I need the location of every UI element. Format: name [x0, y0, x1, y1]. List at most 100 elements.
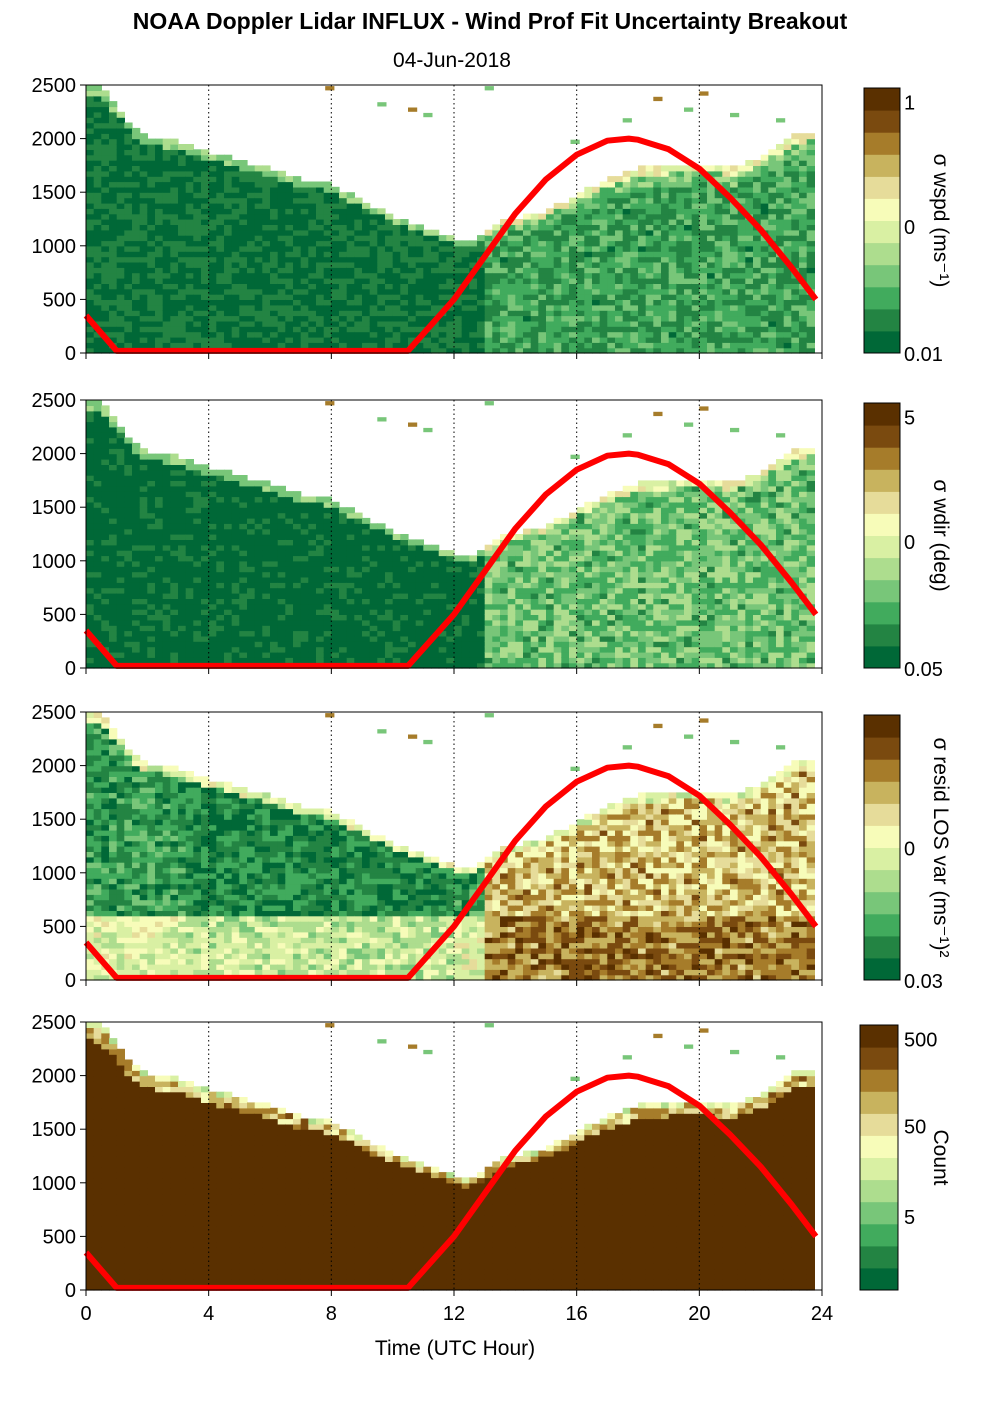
heatmap-cell: [101, 501, 110, 508]
heatmap-cell: [147, 501, 156, 508]
heatmap-cell: [254, 657, 263, 664]
heatmap-cell: [208, 272, 217, 279]
heatmap-cell: [247, 496, 256, 503]
heatmap-cell: [193, 326, 202, 333]
heatmap-cell: [622, 229, 631, 236]
heatmap-cell: [308, 630, 317, 637]
heatmap-cell: [132, 625, 141, 632]
heatmap-cell: [185, 496, 194, 503]
heatmap-cell: [806, 138, 815, 145]
heatmap-cell: [308, 213, 317, 220]
heatmap-cell: [753, 197, 762, 204]
colorbar-segment: [864, 176, 900, 199]
heatmap-cell: [216, 630, 225, 637]
heatmap-cell: [93, 609, 102, 615]
heatmap-cell: [155, 294, 164, 300]
heatmap-cell: [162, 587, 171, 594]
heatmap-cell: [285, 539, 294, 546]
heatmap-cell: [285, 278, 294, 284]
heatmap-cell: [208, 523, 217, 530]
heatmap-cell: [676, 219, 685, 225]
heatmap-cell: [339, 528, 348, 535]
heatmap-cell: [791, 186, 800, 193]
heatmap-cell: [331, 625, 340, 632]
heatmap-cell: [170, 593, 179, 599]
heatmap-cell: [93, 267, 102, 274]
heatmap-cell: [254, 299, 263, 306]
heatmap-cell: [193, 630, 202, 637]
heatmap-cell: [193, 310, 202, 317]
heatmap-cell: [806, 213, 815, 220]
heatmap-cell: [231, 283, 240, 290]
heatmap-cell: [753, 251, 762, 258]
heatmap-cell: [645, 347, 654, 354]
heatmap-cell: [116, 571, 125, 578]
heatmap-cell: [277, 219, 286, 225]
heatmap-cell: [216, 240, 225, 247]
heatmap-cell: [484, 657, 493, 664]
heatmap-cell: [714, 202, 723, 209]
heatmap-cell: [707, 213, 716, 220]
heatmap-cell: [308, 651, 317, 658]
heatmap-cell: [454, 347, 463, 354]
heatmap-cell: [791, 149, 800, 156]
heatmap-cell: [185, 609, 194, 615]
heatmap-cell: [553, 224, 562, 231]
heatmap-cell: [93, 448, 102, 455]
heatmap-cell: [178, 278, 187, 284]
heatmap-cell: [239, 603, 248, 610]
heatmap-cell: [201, 320, 210, 327]
heatmap-cell: [132, 283, 141, 290]
heatmap-cell: [254, 641, 263, 648]
heatmap-cell: [331, 657, 340, 664]
heatmap-cell: [185, 507, 194, 514]
heatmap-cell: [507, 261, 516, 268]
heatmap-cell: [308, 272, 317, 279]
heatmap-cell: [239, 507, 248, 514]
heatmap-cell: [584, 283, 593, 290]
heatmap-cell: [584, 272, 593, 279]
heatmap-cell: [316, 630, 325, 637]
heatmap-cell: [776, 118, 786, 123]
heatmap-cell: [277, 657, 286, 664]
heatmap-cell: [346, 593, 355, 599]
heatmap-cell: [385, 598, 394, 605]
heatmap-cell: [124, 219, 133, 225]
heatmap-cell: [592, 245, 601, 252]
heatmap-cell: [109, 304, 118, 311]
heatmap-cell: [139, 598, 148, 605]
heatmap-cell: [546, 310, 555, 317]
heatmap-cell: [691, 224, 700, 231]
heatmap-cell: [392, 603, 401, 610]
heatmap-cell: [492, 582, 501, 589]
heatmap-cell: [139, 480, 148, 487]
heatmap-cell: [323, 310, 332, 317]
heatmap-cell: [722, 342, 731, 349]
heatmap-cell: [615, 310, 624, 317]
heatmap-cell: [170, 512, 179, 519]
heatmap-cell: [423, 272, 432, 279]
heatmap-cell: [139, 603, 148, 610]
heatmap-cell: [101, 256, 110, 263]
heatmap-cell: [354, 555, 363, 562]
heatmap-cell: [438, 550, 447, 557]
heatmap-cell: [277, 272, 286, 279]
heatmap-cell: [446, 336, 455, 343]
heatmap-cell: [193, 288, 202, 295]
heatmap-cell: [561, 342, 570, 349]
heatmap-cell: [469, 294, 478, 300]
heatmap-cell: [523, 336, 532, 343]
heatmap-cell: [369, 630, 378, 637]
heatmap-cell: [132, 202, 141, 209]
heatmap-cell: [454, 304, 463, 311]
heatmap-cell: [262, 507, 271, 514]
heatmap-cell: [500, 261, 509, 268]
heatmap-cell: [254, 528, 263, 535]
heatmap-cell: [285, 342, 294, 349]
heatmap-cell: [415, 609, 424, 615]
heatmap-cell: [193, 475, 202, 481]
heatmap-cell: [730, 267, 739, 274]
heatmap-cell: [262, 213, 271, 220]
heatmap-cell: [201, 544, 210, 551]
